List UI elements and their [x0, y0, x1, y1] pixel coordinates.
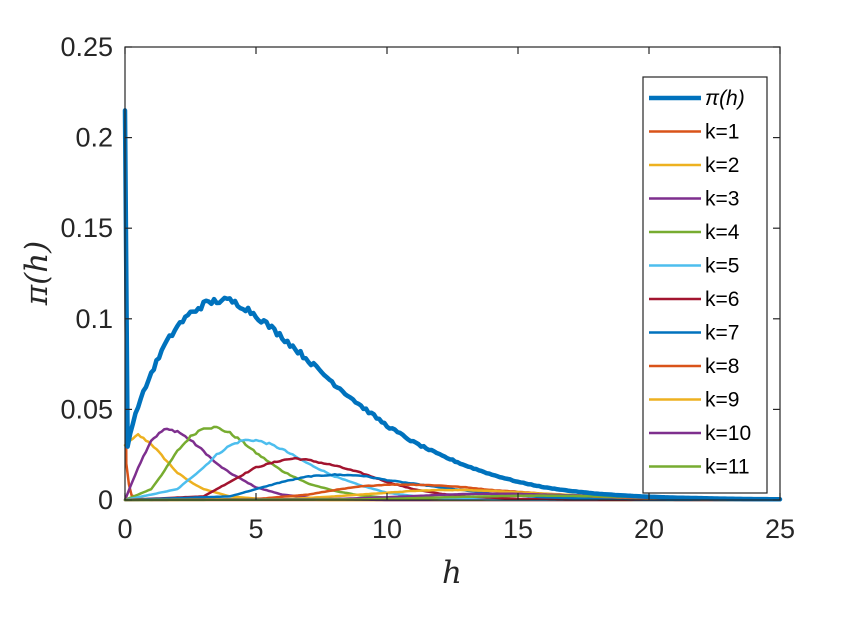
legend-entry-label: k=2: [705, 154, 739, 177]
legend-entry-label: k=6: [705, 288, 739, 311]
y-tick-label: 0.1: [75, 304, 113, 334]
legend-entry-label: k=4: [705, 221, 740, 244]
legend: π(h) k=1 k=2 k=3 k=4 k=5 k=6 k=7 k=8 k=9 k=10 k=11: [642, 76, 768, 494]
legend-entry-label: k=5: [705, 255, 739, 278]
x-tick-label: 5: [248, 514, 263, 544]
y-tick-label: 0.25: [60, 32, 113, 62]
legend-entry-label: k=1: [705, 121, 739, 144]
y-tick-label: 0.05: [60, 394, 113, 424]
legend-entry-label: k=10: [705, 422, 751, 445]
axes-box: [124, 46, 781, 501]
x-tick-label: 20: [634, 514, 664, 544]
legend-box: [642, 76, 768, 494]
x-tick-label: 15: [503, 514, 533, 544]
x-axis-title: h: [442, 555, 462, 591]
legend-entry-label: π(h): [705, 87, 745, 110]
x-tick-label: 25: [765, 514, 795, 544]
y-tick-label: 0.15: [60, 213, 113, 243]
series-line-pi-h: [122, 108, 783, 502]
tick-label-layer: 0 5 10 15 20 25 0 0.05 0.1 0.15 0.2 0.25: [60, 32, 795, 544]
legend-entry-label: k=7: [705, 322, 739, 345]
legend-entry-label: k=3: [705, 188, 739, 211]
legend-entry-label: k=9: [705, 389, 739, 412]
legend-entry-label: k=8: [705, 355, 739, 378]
legend-entry-label: k=11: [705, 456, 750, 479]
y-tick-label: 0: [98, 485, 113, 515]
y-axis-title: π(h): [19, 241, 55, 307]
x-tick-label: 0: [117, 514, 132, 544]
axes-layer: [124, 46, 781, 501]
x-tick-label: 10: [372, 514, 402, 544]
y-tick-label: 0.2: [75, 123, 113, 153]
